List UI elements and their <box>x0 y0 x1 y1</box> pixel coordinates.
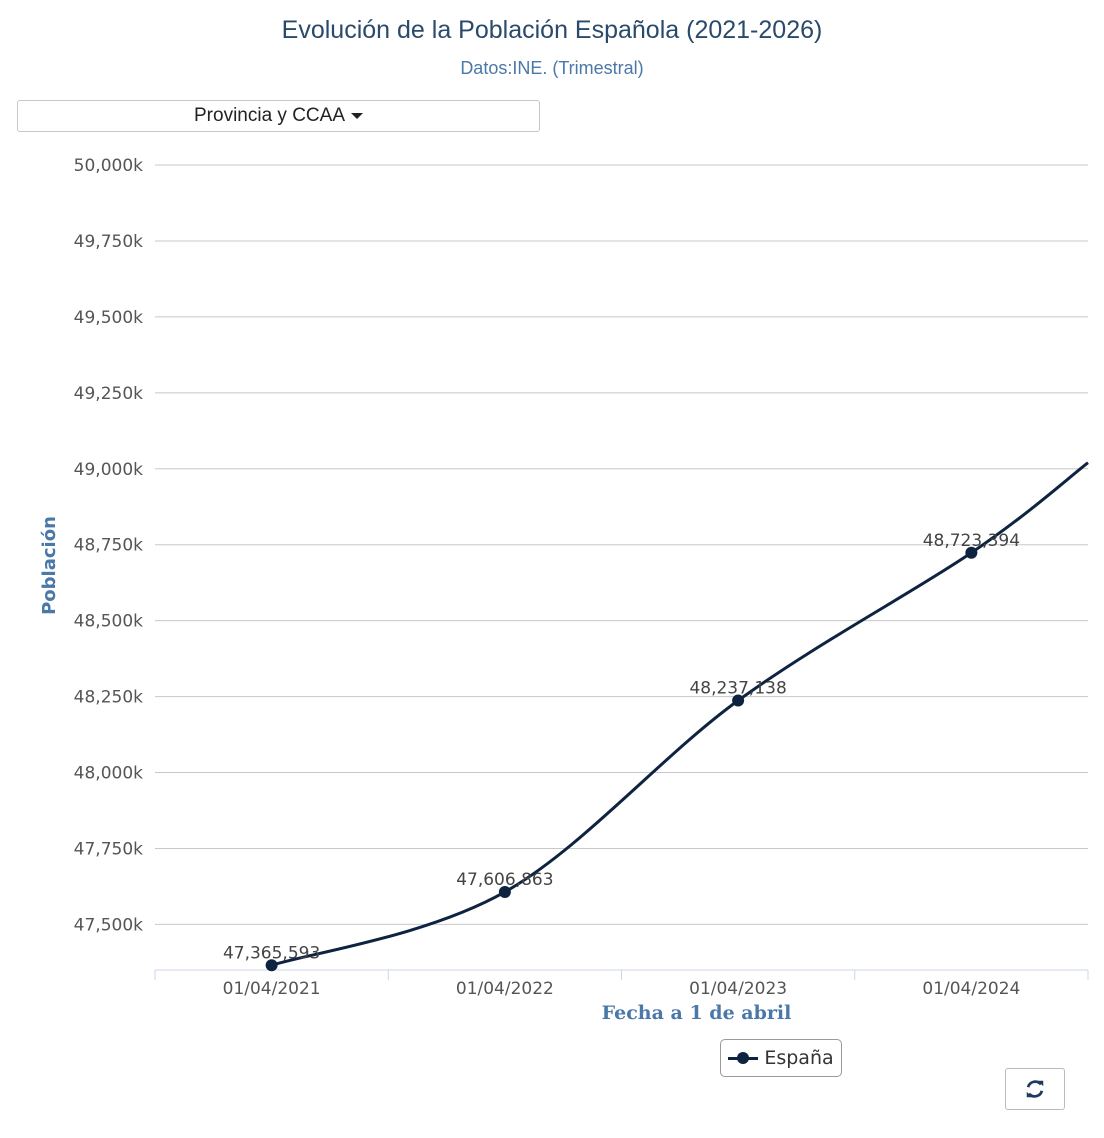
y-tick-label: 48,000k <box>74 764 143 784</box>
y-tick-label: 48,250k <box>74 688 143 708</box>
refresh-icon <box>1026 1080 1044 1098</box>
x-tick-label: 01/04/2021 <box>223 979 321 999</box>
y-tick-label: 49,500k <box>74 308 143 328</box>
data-point <box>732 694 745 707</box>
caret-down-icon <box>351 113 363 119</box>
x-tick-label: 01/04/2022 <box>456 979 554 999</box>
x-tick-label: 01/04/2024 <box>922 979 1020 999</box>
legend-marker-icon <box>728 1051 759 1065</box>
data-label: 47,365,593 <box>223 943 320 963</box>
data-point <box>265 959 278 972</box>
data-label: 48,723,394 <box>923 531 1020 551</box>
y-tick-label: 49,000k <box>74 460 143 480</box>
x-axis-title: Fecha a 1 de abril <box>602 1002 792 1024</box>
line-chart: 47,500k 47,750k 48,000k 48,250k 48,500k 48,75… <box>39 156 1089 1024</box>
data-point <box>498 885 511 898</box>
data-label: 48,237,138 <box>689 679 786 699</box>
series-line-espana <box>271 461 1089 967</box>
y-axis-title: Población <box>39 516 60 615</box>
refresh-button[interactable] <box>1005 1068 1065 1110</box>
legend-item-espana[interactable]: España <box>720 1039 842 1077</box>
y-tick-label: 47,500k <box>74 915 143 935</box>
chart-subtitle: Datos:INE. (Trimestral) <box>460 58 644 78</box>
y-tick-label: 50,000k <box>74 156 143 176</box>
y-tick-label: 49,250k <box>74 384 143 404</box>
province-dropdown[interactable]: Provincia y CCAA <box>17 100 540 132</box>
province-dropdown-label: Provincia y CCAA <box>194 105 345 126</box>
y-tick-label: 48,750k <box>74 536 143 556</box>
y-tick-label: 49,750k <box>74 232 143 252</box>
x-tick-label: 01/04/2023 <box>689 979 787 999</box>
data-point <box>965 546 978 559</box>
data-label: 47,606,863 <box>456 870 553 890</box>
legend-label: España <box>764 1047 834 1069</box>
chart-title: Evolución de la Población Española (2021… <box>281 16 823 44</box>
y-tick-label: 48,500k <box>74 612 143 632</box>
y-tick-label: 47,750k <box>74 839 143 859</box>
